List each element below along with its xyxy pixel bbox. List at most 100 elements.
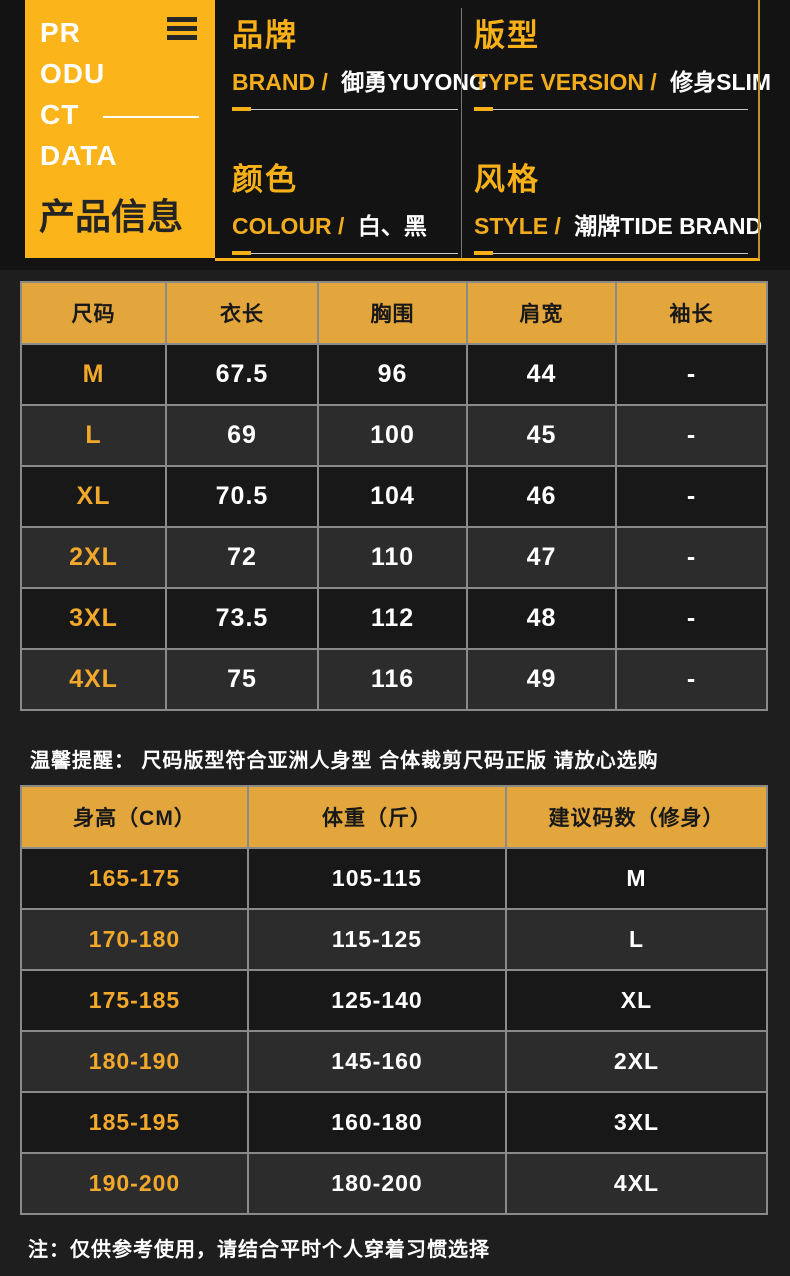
length-cell: 73.5 xyxy=(167,589,317,648)
length-cell: 67.5 xyxy=(167,345,317,404)
size-table-header-cell: 衣长 xyxy=(167,283,317,343)
height-cell: 185-195 xyxy=(22,1093,247,1152)
shoulder-cell: 48 xyxy=(468,589,615,648)
underline-accent xyxy=(474,251,493,255)
size-cell: 2XL xyxy=(22,528,165,587)
product-data-wordmark: PR ODU CT DATA xyxy=(40,12,118,176)
style-title: 风格 xyxy=(474,162,540,197)
underline-rule xyxy=(251,108,458,110)
underline-rule xyxy=(493,252,748,254)
recommended-size-cell: L xyxy=(507,910,766,969)
sleeve-cell: - xyxy=(617,650,766,709)
size-table-header-cell: 尺码 xyxy=(22,283,165,343)
size-cell: L xyxy=(22,406,165,465)
sleeve-cell: - xyxy=(617,406,766,465)
chest-cell: 100 xyxy=(319,406,466,465)
underline-accent xyxy=(232,251,251,255)
wordmark-line: CT xyxy=(40,99,80,130)
wordmark-line: DATA xyxy=(40,140,118,171)
colour-label: COLOUR / xyxy=(232,213,345,239)
chest-cell: 116 xyxy=(319,650,466,709)
sleeve-cell: - xyxy=(617,528,766,587)
header-bottom-accent xyxy=(215,258,760,261)
shoulder-cell: 46 xyxy=(468,467,615,526)
weight-cell: 145-160 xyxy=(249,1032,505,1091)
height-cell: 180-190 xyxy=(22,1032,247,1091)
size-table-header-cell: 胸围 xyxy=(319,283,466,343)
weight-cell: 160-180 xyxy=(249,1093,505,1152)
chest-cell: 112 xyxy=(319,589,466,648)
size-cell: M xyxy=(22,345,165,404)
length-cell: 69 xyxy=(167,406,317,465)
height-cell: 175-185 xyxy=(22,971,247,1030)
header-section: PR ODU CT DATA 产品信息 品牌 BRAND / 御勇YUYONG … xyxy=(0,0,790,270)
colour-field: 颜色 COLOUR / 白、黑 xyxy=(232,154,458,255)
brand-title: 品牌 xyxy=(232,18,298,53)
field-underline xyxy=(232,107,458,111)
recommended-size-cell: XL xyxy=(507,971,766,1030)
style-value: 潮牌TIDE BRAND xyxy=(574,213,763,239)
decorative-line xyxy=(103,116,199,118)
header-right-accent xyxy=(758,0,760,259)
hamburger-icon xyxy=(167,17,197,40)
weight-cell: 125-140 xyxy=(249,971,505,1030)
chest-cell: 96 xyxy=(319,345,466,404)
chest-cell: 110 xyxy=(319,528,466,587)
length-cell: 75 xyxy=(167,650,317,709)
style-value-line: STYLE / 潮牌TIDE BRAND xyxy=(474,207,762,241)
colour-value: 白、黑 xyxy=(357,213,427,239)
hamburger-bar xyxy=(167,17,197,22)
type-version-field: 版型 TYPE VERSION / 修身SLIM xyxy=(474,10,771,111)
reminder-text: 温馨提醒： 尺码版型符合亚洲人身型 合体裁剪尺码正版 请放心选购 xyxy=(30,750,659,772)
size-table-header-cell: 袖长 xyxy=(617,283,766,343)
shoulder-cell: 47 xyxy=(468,528,615,587)
shoulder-cell: 45 xyxy=(468,406,615,465)
size-table-header-cell: 肩宽 xyxy=(468,283,615,343)
underline-accent xyxy=(232,107,251,111)
length-cell: 70.5 xyxy=(167,467,317,526)
hamburger-bar xyxy=(167,26,197,31)
sleeve-cell: - xyxy=(617,345,766,404)
size-cell: XL xyxy=(22,467,165,526)
recommended-size-cell: 2XL xyxy=(507,1032,766,1091)
product-data-logo-box: PR ODU CT DATA 产品信息 xyxy=(25,0,215,258)
field-underline xyxy=(232,251,458,255)
type-version-label: TYPE VERSION / xyxy=(474,69,657,95)
size-table: 尺码 衣长 胸围 肩宽 袖长 M 67.5 96 44 - L 69 100 4… xyxy=(20,281,768,711)
type-version-title: 版型 xyxy=(474,18,540,53)
height-cell: 165-175 xyxy=(22,849,247,908)
size-cell: 4XL xyxy=(22,650,165,709)
wordmark-line: PR xyxy=(40,17,81,48)
sleeve-cell: - xyxy=(617,467,766,526)
style-field: 风格 STYLE / 潮牌TIDE BRAND xyxy=(474,154,762,255)
fit-table-header-cell: 建议码数（修身） xyxy=(507,787,766,847)
fit-table: 身高（CM） 体重（斤） 建议码数（修身） 165-175 105-115 M … xyxy=(20,785,768,1215)
sleeve-cell: - xyxy=(617,589,766,648)
height-cell: 190-200 xyxy=(22,1154,247,1213)
colour-value-line: COLOUR / 白、黑 xyxy=(232,207,458,241)
field-underline xyxy=(474,251,748,255)
type-version-value-line: TYPE VERSION / 修身SLIM xyxy=(474,63,771,97)
recommended-size-cell: 4XL xyxy=(507,1154,766,1213)
shoulder-cell: 44 xyxy=(468,345,615,404)
hamburger-bar xyxy=(167,35,197,40)
underline-rule xyxy=(251,252,458,254)
underline-rule xyxy=(493,108,748,110)
height-cell: 170-180 xyxy=(22,910,247,969)
recommended-size-cell: 3XL xyxy=(507,1093,766,1152)
shoulder-cell: 49 xyxy=(468,650,615,709)
brand-field: 品牌 BRAND / 御勇YUYONG xyxy=(232,10,487,111)
recommended-size-cell: M xyxy=(507,849,766,908)
brand-value: 御勇YUYONG xyxy=(341,69,487,95)
fit-table-header-cell: 体重（斤） xyxy=(249,787,505,847)
colour-title: 颜色 xyxy=(232,162,298,197)
footnote-text: 注：仅供参考使用，请结合平时个人穿着习惯选择 xyxy=(28,1239,490,1261)
weight-cell: 115-125 xyxy=(249,910,505,969)
length-cell: 72 xyxy=(167,528,317,587)
underline-accent xyxy=(474,107,493,111)
size-cell: 3XL xyxy=(22,589,165,648)
fit-table-header-cell: 身高（CM） xyxy=(22,787,247,847)
weight-cell: 105-115 xyxy=(249,849,505,908)
weight-cell: 180-200 xyxy=(249,1154,505,1213)
brand-label: BRAND / xyxy=(232,69,328,95)
